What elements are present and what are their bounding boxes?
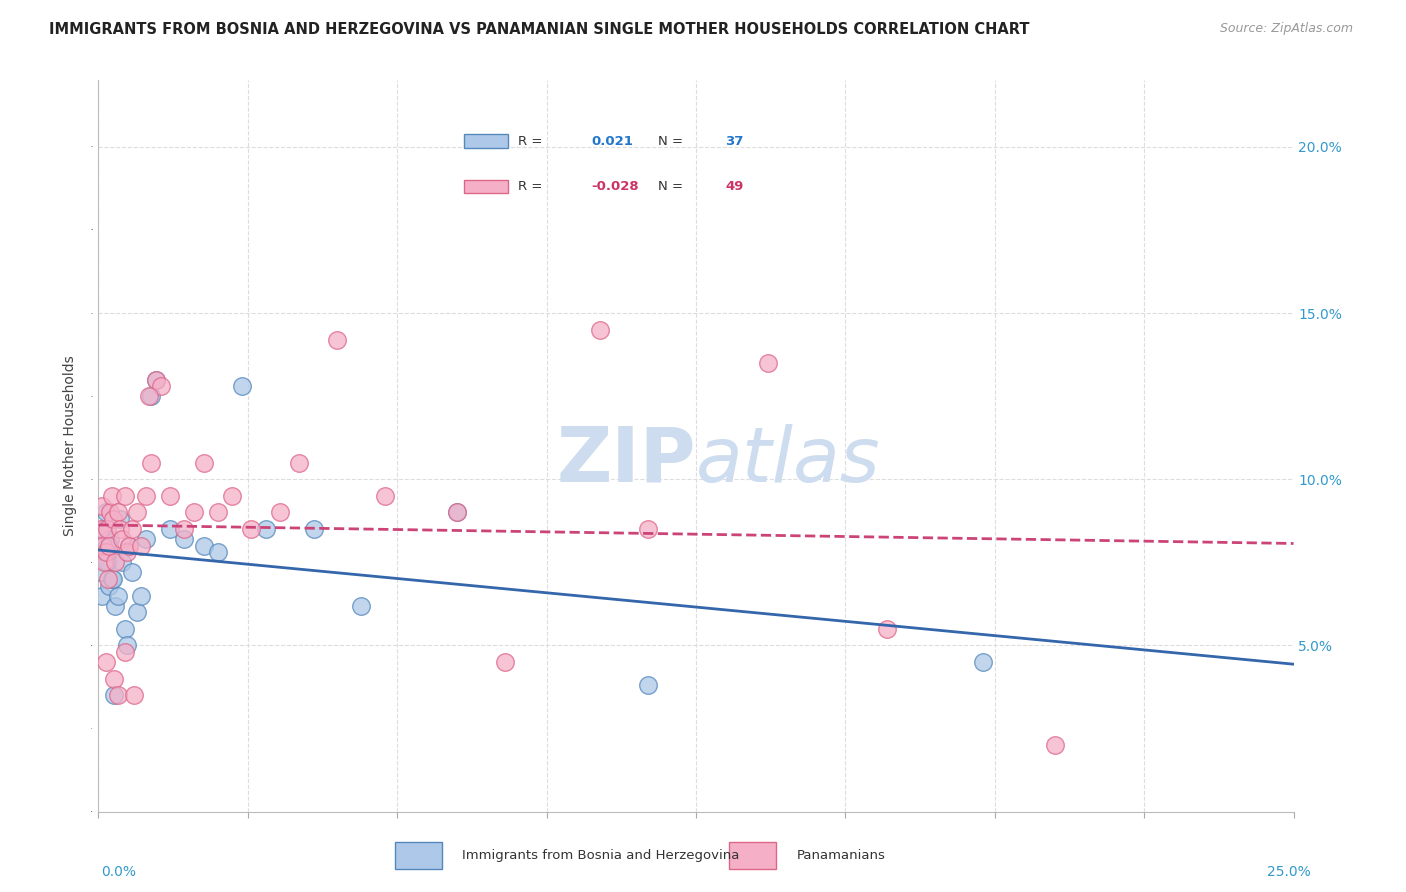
- Point: [159, 489, 181, 503]
- Point: [103, 689, 125, 703]
- Point: [104, 599, 127, 613]
- Point: [97, 579, 120, 593]
- Point: [254, 522, 277, 536]
- Point: [93, 545, 115, 559]
- Point: [494, 655, 516, 669]
- Point: [114, 645, 136, 659]
- Point: [231, 379, 253, 393]
- Point: [104, 555, 127, 569]
- Point: [302, 522, 325, 536]
- Point: [93, 555, 115, 569]
- Point: [107, 506, 129, 520]
- Point: [97, 555, 120, 569]
- Point: [90, 522, 112, 536]
- Point: [589, 323, 612, 337]
- Point: [149, 379, 172, 393]
- Point: [124, 689, 146, 703]
- Point: [96, 522, 118, 536]
- Point: [876, 622, 898, 636]
- Point: [91, 499, 114, 513]
- Point: [221, 489, 243, 503]
- Point: [97, 539, 120, 553]
- Point: [94, 655, 117, 669]
- Point: [240, 522, 263, 536]
- Point: [637, 522, 659, 536]
- Y-axis label: Single Mother Households: Single Mother Households: [62, 356, 76, 536]
- Point: [145, 372, 167, 386]
- Point: [108, 512, 131, 526]
- Point: [138, 389, 160, 403]
- Point: [118, 539, 141, 553]
- Point: [107, 689, 129, 703]
- Point: [173, 532, 195, 546]
- Point: [1043, 738, 1066, 752]
- Point: [97, 572, 120, 586]
- Point: [91, 589, 114, 603]
- Point: [350, 599, 373, 613]
- Point: [446, 506, 468, 520]
- Point: [288, 456, 311, 470]
- Point: [446, 506, 468, 520]
- Point: [145, 372, 167, 386]
- Point: [125, 605, 148, 619]
- Point: [207, 506, 229, 520]
- Point: [101, 572, 124, 586]
- Point: [101, 512, 124, 526]
- Point: [114, 622, 136, 636]
- Point: [207, 545, 229, 559]
- Point: [101, 489, 124, 503]
- Point: [193, 456, 215, 470]
- Text: 0.0%: 0.0%: [101, 865, 136, 880]
- Point: [135, 489, 157, 503]
- Point: [115, 545, 138, 559]
- Point: [98, 506, 122, 520]
- Point: [756, 356, 779, 370]
- Point: [972, 655, 994, 669]
- Point: [96, 539, 118, 553]
- Point: [139, 389, 162, 403]
- Point: [90, 566, 112, 580]
- Point: [91, 522, 114, 536]
- Point: [173, 522, 195, 536]
- Point: [108, 522, 131, 536]
- Text: atlas: atlas: [696, 424, 880, 498]
- Text: Source: ZipAtlas.com: Source: ZipAtlas.com: [1219, 22, 1353, 36]
- Text: 25.0%: 25.0%: [1267, 865, 1310, 880]
- Point: [94, 545, 117, 559]
- Point: [637, 678, 659, 692]
- Point: [125, 506, 148, 520]
- Point: [374, 489, 396, 503]
- Point: [131, 589, 153, 603]
- Point: [94, 506, 117, 520]
- Point: [326, 333, 349, 347]
- Point: [183, 506, 205, 520]
- Text: IMMIGRANTS FROM BOSNIA AND HERZEGOVINA VS PANAMANIAN SINGLE MOTHER HOUSEHOLDS CO: IMMIGRANTS FROM BOSNIA AND HERZEGOVINA V…: [49, 22, 1029, 37]
- Point: [118, 539, 141, 553]
- Point: [111, 532, 134, 546]
- Point: [121, 522, 143, 536]
- Text: ZIP: ZIP: [557, 424, 696, 498]
- Point: [111, 555, 134, 569]
- Point: [269, 506, 291, 520]
- Point: [114, 489, 136, 503]
- Point: [135, 532, 157, 546]
- Point: [159, 522, 181, 536]
- Point: [139, 456, 162, 470]
- Point: [115, 639, 138, 653]
- Point: [91, 539, 114, 553]
- Point: [94, 555, 117, 569]
- Point: [121, 566, 143, 580]
- Point: [103, 672, 125, 686]
- Point: [98, 532, 122, 546]
- Point: [101, 572, 124, 586]
- Point: [131, 539, 153, 553]
- Point: [107, 589, 129, 603]
- Point: [193, 539, 215, 553]
